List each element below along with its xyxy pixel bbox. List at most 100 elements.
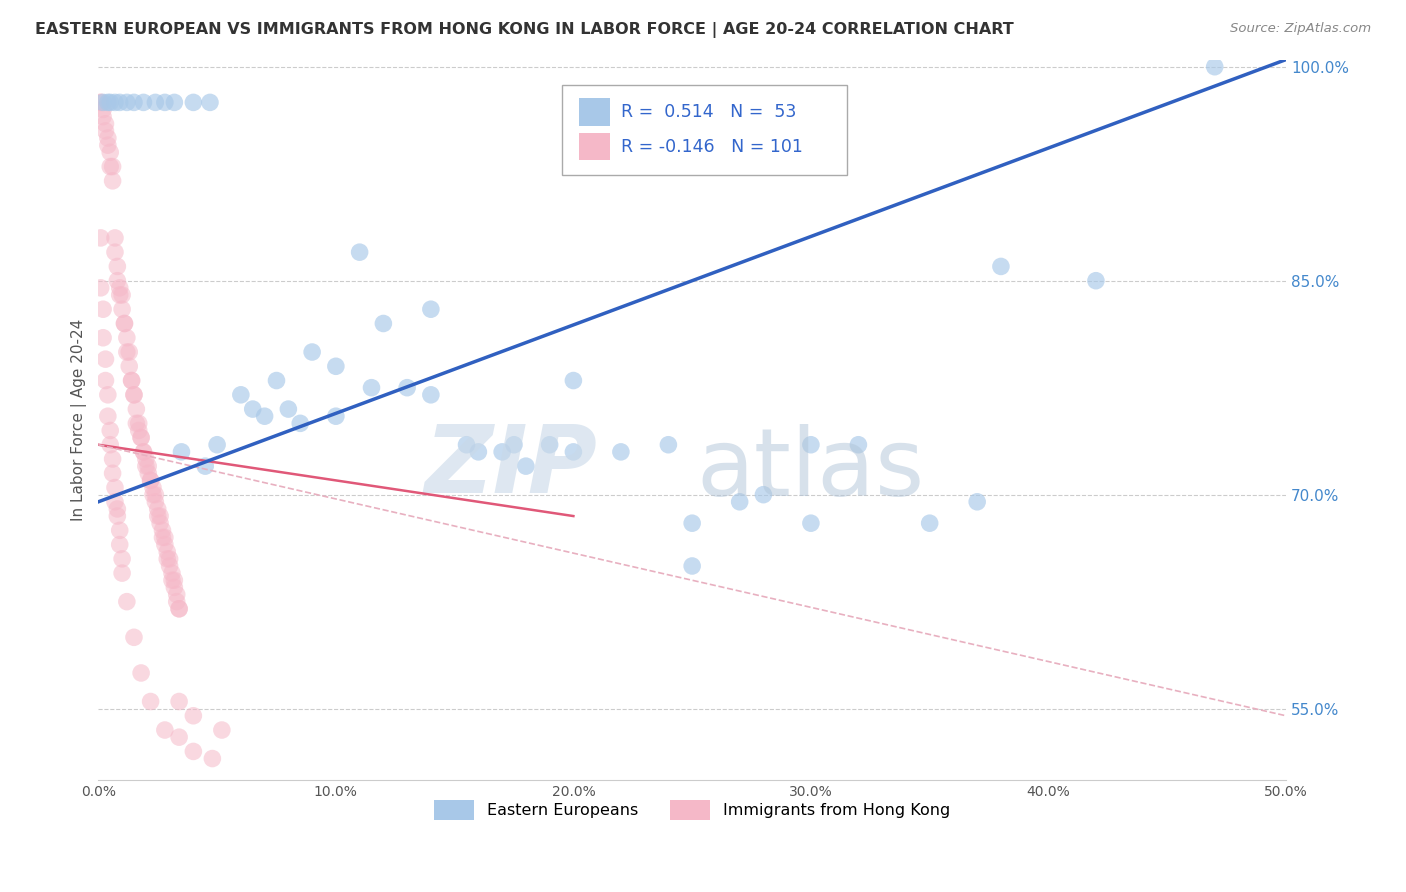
Point <box>90 95 112 110</box>
Point <box>562 374 585 388</box>
Point <box>918 516 941 531</box>
Point <box>167 730 190 744</box>
Point <box>848 438 870 452</box>
Point <box>111 288 134 302</box>
Point <box>91 110 114 124</box>
Point <box>98 95 121 110</box>
Point <box>167 601 190 615</box>
Point <box>122 95 145 110</box>
Point <box>139 474 162 488</box>
FancyBboxPatch shape <box>561 85 846 175</box>
Point <box>122 388 145 402</box>
Point <box>108 288 131 302</box>
Point <box>419 388 441 402</box>
Point <box>97 131 120 145</box>
Point <box>152 531 174 545</box>
Point <box>97 95 120 110</box>
Point <box>91 103 114 117</box>
Point <box>128 417 150 431</box>
Point <box>163 581 186 595</box>
FancyBboxPatch shape <box>579 98 610 126</box>
Point <box>159 552 181 566</box>
Point <box>142 488 165 502</box>
Point <box>277 402 299 417</box>
Point <box>105 274 128 288</box>
Point <box>94 124 117 138</box>
Point <box>211 723 233 737</box>
FancyBboxPatch shape <box>579 133 610 161</box>
Point <box>229 388 252 402</box>
Point <box>456 438 478 452</box>
Point <box>91 331 114 345</box>
Text: Source: ZipAtlas.com: Source: ZipAtlas.com <box>1230 22 1371 36</box>
Point <box>97 138 120 153</box>
Point <box>503 438 526 452</box>
Point <box>800 438 823 452</box>
Point <box>610 445 633 459</box>
Point <box>253 409 276 424</box>
Point <box>156 552 179 566</box>
Point <box>128 424 150 438</box>
Point <box>118 359 141 374</box>
Point <box>136 459 159 474</box>
Point <box>97 409 120 424</box>
Point <box>101 160 124 174</box>
Point <box>681 516 703 531</box>
Point <box>205 438 228 452</box>
Point <box>156 545 179 559</box>
Point <box>98 438 121 452</box>
Point <box>360 381 382 395</box>
Point <box>153 538 176 552</box>
Point <box>94 117 117 131</box>
Point <box>163 95 186 110</box>
Point <box>97 388 120 402</box>
Point <box>121 374 143 388</box>
Point <box>1204 60 1226 74</box>
Point <box>538 438 561 452</box>
Point <box>149 509 172 524</box>
Point <box>104 495 127 509</box>
Text: atlas: atlas <box>697 425 925 516</box>
Point <box>118 345 141 359</box>
Point <box>1084 274 1107 288</box>
Point <box>183 708 205 723</box>
Point <box>160 574 183 588</box>
Point <box>166 594 188 608</box>
Point <box>160 566 183 581</box>
Text: R =  0.514   N =  53: R = 0.514 N = 53 <box>621 103 796 121</box>
Point <box>101 174 124 188</box>
Point <box>142 481 165 495</box>
Point <box>166 587 188 601</box>
Point <box>167 601 190 615</box>
Point <box>115 331 138 345</box>
Text: R = -0.146   N = 101: R = -0.146 N = 101 <box>621 137 803 156</box>
Point <box>152 524 174 538</box>
Point <box>108 524 131 538</box>
Point <box>139 694 162 708</box>
Point <box>129 431 152 445</box>
Point <box>153 95 176 110</box>
Point <box>108 538 131 552</box>
Point <box>153 723 176 737</box>
Point <box>143 95 166 110</box>
Point <box>91 302 114 317</box>
Point <box>98 424 121 438</box>
Point <box>101 467 124 481</box>
Point <box>129 665 152 680</box>
Point <box>135 452 157 467</box>
Point <box>198 95 221 110</box>
Point <box>132 445 155 459</box>
Point <box>562 445 585 459</box>
Point <box>183 744 205 758</box>
Point <box>105 502 128 516</box>
Point <box>114 317 136 331</box>
Point <box>122 388 145 402</box>
Point <box>396 381 419 395</box>
Point <box>136 467 159 481</box>
Point <box>419 302 441 317</box>
Point <box>129 431 152 445</box>
Point <box>201 751 224 765</box>
Point <box>752 488 775 502</box>
Point <box>90 231 112 245</box>
Point <box>115 95 138 110</box>
